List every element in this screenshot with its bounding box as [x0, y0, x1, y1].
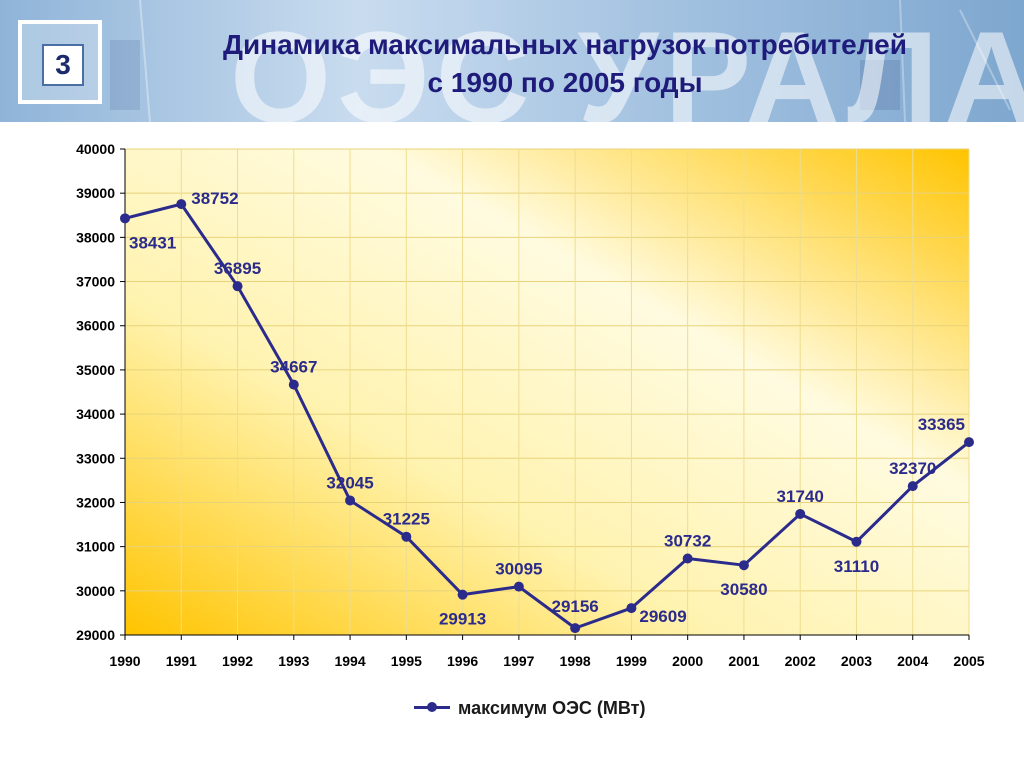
x-tick-label: 2001 [728, 653, 759, 669]
y-tick-label: 29000 [76, 627, 115, 643]
title-line-1: Динамика максимальных нагрузок потребите… [223, 29, 907, 60]
data-label: 31225 [383, 510, 430, 529]
line-chart: 29000 30000 31000 32000 33000 34000 35000 36000… [76, 141, 985, 669]
data-label: 30580 [720, 580, 767, 599]
data-point [738, 560, 749, 571]
data-point [513, 581, 524, 592]
data-point [907, 481, 918, 492]
x-tick-label: 1994 [334, 653, 365, 669]
data-label: 33365 [918, 415, 965, 434]
y-tick-label: 37000 [76, 274, 115, 290]
data-labels: 38431 38752 36895 34667 32045 31225 29913 30095… [129, 189, 965, 629]
series-group [120, 199, 974, 634]
x-tick-label: 1991 [166, 653, 197, 669]
data-label: 29156 [551, 597, 598, 616]
data-label: 38431 [129, 233, 176, 252]
data-point [795, 508, 806, 519]
data-label: 32370 [889, 459, 936, 478]
data-label: 36895 [214, 259, 261, 278]
x-tick-label: 1997 [503, 653, 534, 669]
y-tick-label: 32000 [76, 494, 115, 510]
data-point [964, 437, 974, 448]
data-point [288, 379, 299, 390]
legend: максимум ОЭС (МВт) [414, 694, 645, 722]
data-label: 38752 [191, 189, 238, 208]
banner-watermark: ОЭС УРАЛА [230, 4, 1024, 122]
x-tick-label: 2003 [841, 653, 872, 669]
y-tick-label: 38000 [76, 229, 115, 245]
y-tick-label: 35000 [76, 362, 115, 378]
data-point [626, 603, 637, 614]
y-axis-ticks: 29000 30000 31000 32000 33000 34000 35000 36000… [76, 141, 125, 643]
series-line [124, 202, 970, 630]
header-banner: ОЭС УРАЛА 3 Динамика максимальных нагруз… [0, 0, 1024, 122]
x-tick-label: 1995 [391, 653, 422, 669]
x-tick-label: 1999 [616, 653, 647, 669]
x-tick-label: 1992 [222, 653, 253, 669]
y-tick-label: 34000 [76, 406, 115, 422]
data-label: 29609 [639, 607, 686, 626]
y-tick-label: 33000 [76, 450, 115, 466]
plot-area [125, 149, 969, 635]
banner-background-graphic [110, 0, 1011, 122]
title-line-2: с 1990 по 2005 годы [427, 67, 703, 98]
legend-line-marker-icon [414, 701, 450, 715]
data-point [570, 623, 581, 634]
data-point [345, 495, 356, 506]
data-label: 29913 [439, 610, 486, 629]
x-axis-ticks: 1990 1991 1992 1993 1994 1995 1996 1997 1998 1999… [109, 635, 985, 669]
y-tick-label: 36000 [76, 318, 115, 334]
y-tick-label: 30000 [76, 583, 115, 599]
data-label: 30095 [495, 560, 542, 579]
data-point [176, 199, 187, 210]
x-tick-label: 1998 [560, 653, 591, 669]
page-title: Динамика максимальных нагрузок потребите… [130, 26, 1000, 102]
data-label: 31740 [777, 487, 824, 506]
slide-number-frame: 3 [18, 20, 102, 104]
data-label: 34667 [270, 358, 317, 377]
data-point [851, 536, 862, 547]
data-point [232, 281, 243, 292]
data-point [682, 553, 693, 564]
data-label: 31110 [834, 557, 879, 576]
x-tick-label: 2002 [785, 653, 816, 669]
legend-label: максимум ОЭС (МВт) [458, 697, 646, 718]
x-tick-label: 1996 [447, 653, 478, 669]
slide-number: 3 [42, 44, 84, 86]
axes [124, 149, 969, 636]
x-tick-label: 1990 [109, 653, 140, 669]
data-point [457, 589, 468, 600]
y-tick-label: 40000 [76, 141, 115, 157]
y-tick-label: 31000 [76, 539, 115, 555]
data-point [401, 531, 412, 542]
x-tick-label: 1993 [278, 653, 309, 669]
data-label: 32045 [326, 473, 373, 492]
data-point [120, 213, 130, 224]
x-tick-label: 2000 [672, 653, 703, 669]
x-tick-label: 2004 [897, 653, 928, 669]
data-label: 30732 [664, 531, 711, 550]
x-tick-label: 2005 [953, 653, 984, 669]
y-tick-label: 39000 [76, 185, 115, 201]
